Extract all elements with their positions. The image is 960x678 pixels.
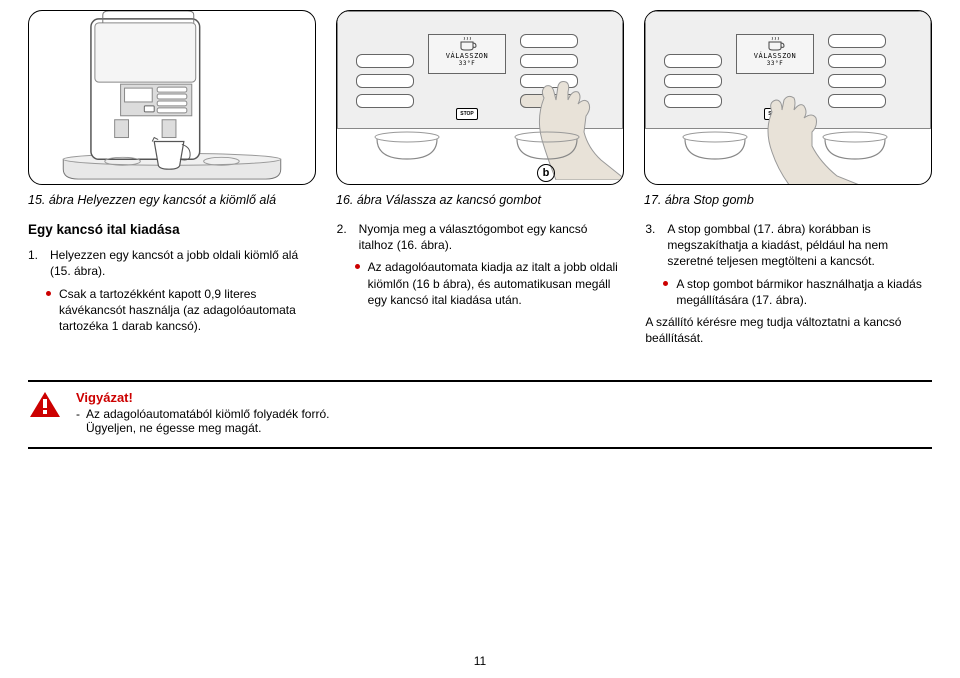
cup-bases-icon bbox=[337, 129, 623, 184]
warning-triangle-icon bbox=[28, 390, 62, 420]
col3-para: A szállító kérésre meg tudja változtatni… bbox=[645, 314, 932, 346]
bullet-text: Az adagolóautomata kiadja az italt a job… bbox=[368, 259, 624, 308]
coffee-machine-drawing bbox=[29, 11, 315, 184]
caption-15: 15. ábra Helyezzen egy kancsót a kiömlő … bbox=[28, 193, 316, 207]
col3-item3: 3. A stop gombbal (17. ábra) korábban is… bbox=[645, 221, 932, 270]
col1-item1: 1. Helyezzen egy kancsót a jobb oldali k… bbox=[28, 247, 315, 279]
bullet-text: A stop gombot bármikor használhatja a ki… bbox=[676, 276, 932, 308]
bullet-icon bbox=[663, 281, 668, 286]
col3-bullet1: A stop gombot bármikor használhatja a ki… bbox=[663, 276, 932, 308]
item-number: 2. bbox=[337, 221, 351, 253]
text-columns: Egy kancsó ital kiadása 1. Helyezzen egy… bbox=[28, 221, 932, 346]
display-text-1: VÁLASSZON bbox=[429, 52, 505, 60]
warning-block: Vigyázat! - Az adagolóautomatából kiömlő… bbox=[28, 380, 932, 449]
cup-icon bbox=[457, 37, 477, 51]
cup-icon bbox=[765, 37, 785, 51]
warning-title: Vigyázat! bbox=[76, 390, 336, 405]
page-number: 11 bbox=[0, 654, 960, 668]
col1-heading: Egy kancsó ital kiadása bbox=[28, 221, 315, 239]
label-b: b bbox=[537, 164, 555, 182]
figure-17: VÁLASSZON 33°F STOP bbox=[644, 10, 932, 185]
item-number: 3. bbox=[645, 221, 659, 270]
display-text-2: 33°F bbox=[429, 60, 505, 67]
display-text-2b: 33°F bbox=[737, 60, 813, 67]
column-1: Egy kancsó ital kiadása 1. Helyezzen egy… bbox=[28, 221, 315, 346]
caption-17: 17. ábra Stop gomb bbox=[644, 193, 932, 207]
item-text: A stop gombbal (17. ábra) korábban is me… bbox=[667, 221, 932, 270]
item-text: Nyomja meg a választógombot egy kancsó i… bbox=[359, 221, 624, 253]
stop-button: STOP bbox=[456, 108, 478, 120]
captions-row: 15. ábra Helyezzen egy kancsót a kiömlő … bbox=[28, 193, 932, 207]
display-text-1b: VÁLASSZON bbox=[737, 52, 813, 60]
bullet-icon bbox=[46, 291, 51, 296]
warning-text: Vigyázat! - Az adagolóautomatából kiömlő… bbox=[76, 390, 336, 435]
column-2: 2. Nyomja meg a választógombot egy kancs… bbox=[337, 221, 624, 346]
cup-bases-icon-2 bbox=[645, 129, 931, 184]
bullet-icon bbox=[355, 264, 360, 269]
item-text: Helyezzen egy kancsót a jobb oldali kiöm… bbox=[50, 247, 315, 279]
figure-15 bbox=[28, 10, 316, 185]
col1-bullet1: Csak a tartozékként kapott 0,9 literes k… bbox=[46, 286, 315, 335]
bullet-text: Csak a tartozékként kapott 0,9 literes k… bbox=[59, 286, 315, 335]
col2-item2: 2. Nyomja meg a választógombot egy kancs… bbox=[337, 221, 624, 253]
column-3: 3. A stop gombbal (17. ábra) korábban is… bbox=[645, 221, 932, 346]
figures-row: VÁLASSZON 33°F STOP b bbox=[28, 10, 932, 185]
figure-16: VÁLASSZON 33°F STOP b bbox=[336, 10, 624, 185]
warning-body: Az adagolóautomatából kiömlő folyadék fo… bbox=[86, 407, 336, 435]
warning-dash: - bbox=[76, 407, 80, 435]
caption-16: 16. ábra Válassza az kancsó gombot bbox=[336, 193, 624, 207]
col2-bullet1: Az adagolóautomata kiadja az italt a job… bbox=[355, 259, 624, 308]
item-number: 1. bbox=[28, 247, 42, 279]
